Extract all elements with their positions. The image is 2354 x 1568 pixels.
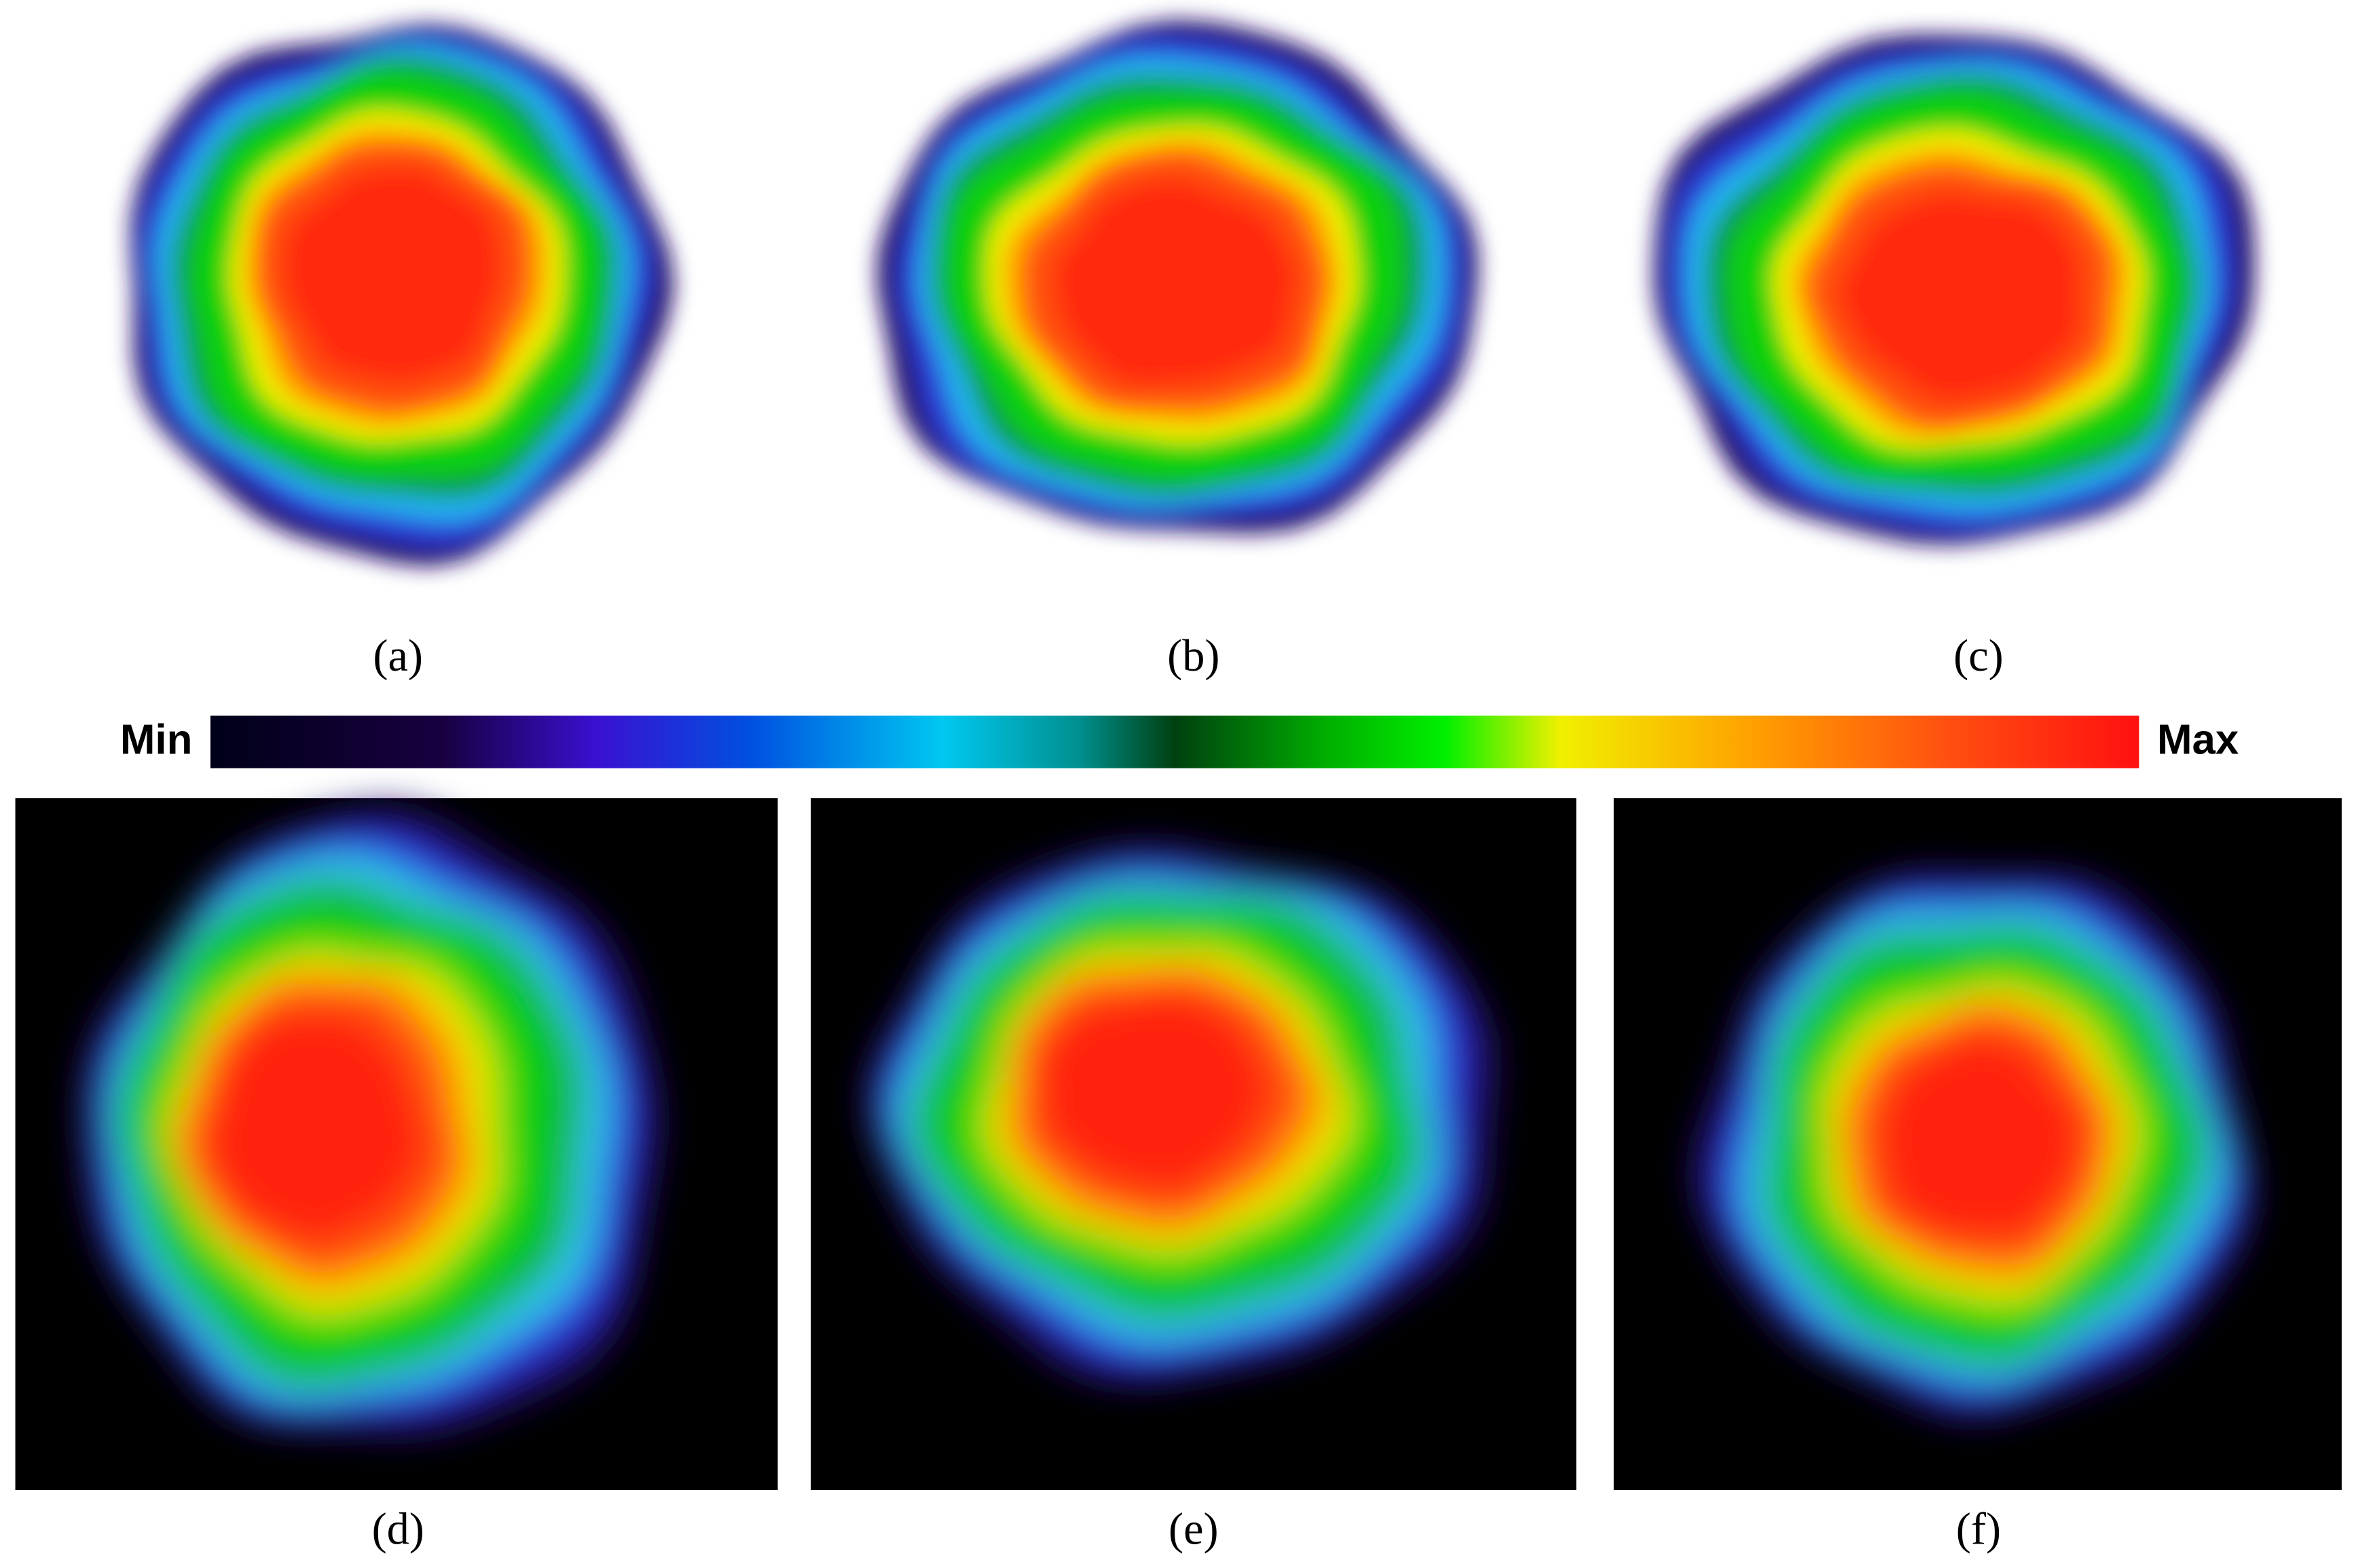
panel-label: (b) [1167, 631, 1219, 681]
panel-label: (c) [1953, 631, 2004, 681]
heatmap-layer [1839, 194, 2081, 401]
panel-label: (d) [372, 1504, 424, 1554]
heatmap-layer [130, 24, 674, 567]
panel-label: (e) [1169, 1504, 1219, 1554]
heatmaps [79, 20, 2255, 1438]
colorbar [210, 715, 2139, 768]
heatmap-layer [1054, 179, 1295, 386]
colorbar-max-label: Max [2157, 717, 2239, 764]
heatmap-layer [1690, 868, 2255, 1423]
heatmap-layer [79, 806, 663, 1438]
panel-label: (f) [1956, 1504, 2001, 1554]
heatmap-layer [1040, 994, 1270, 1191]
heatmap-layer [208, 1013, 425, 1243]
heatmap-layer [284, 168, 500, 382]
colorbar-min-label: Min [120, 717, 193, 764]
heatmap-layer [864, 841, 1500, 1387]
heatmap-layer [1653, 35, 2255, 546]
heatmap-layer [877, 20, 1478, 534]
panel-label: (a) [373, 631, 423, 681]
heatmap-layer [1879, 1037, 2080, 1237]
